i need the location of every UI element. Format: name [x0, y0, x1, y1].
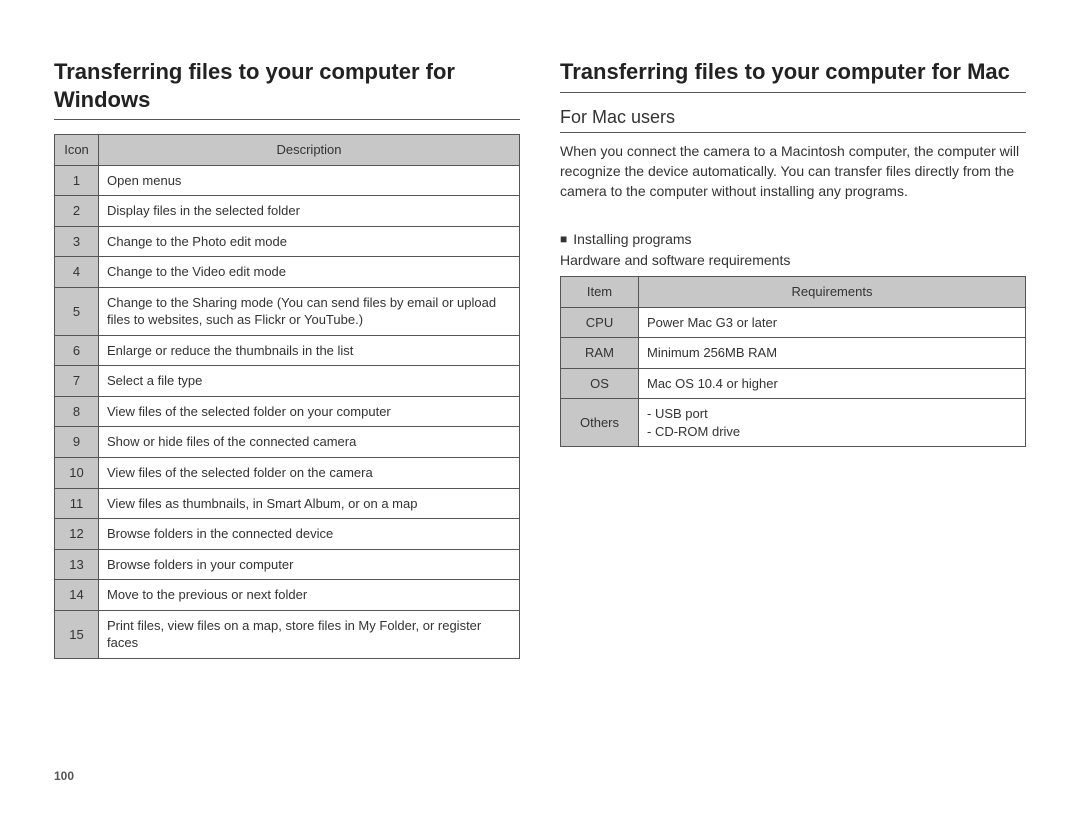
icon-cell: 10 [55, 458, 99, 489]
table-row: 2Display files in the selected folder [55, 196, 520, 227]
table-row: 7Select a file type [55, 366, 520, 397]
description-cell: Show or hide files of the connected came… [99, 427, 520, 458]
icon-cell: 7 [55, 366, 99, 397]
mac-paragraph: When you connect the camera to a Macinto… [560, 141, 1026, 202]
table-header-row: Item Requirements [561, 276, 1026, 307]
page-number: 100 [54, 769, 74, 783]
table-row: 12Browse folders in the connected device [55, 519, 520, 550]
bullet-sub: Hardware and software requirements [560, 252, 790, 268]
requirements-cell: Mac OS 10.4 or higher [639, 368, 1026, 399]
table-row: OSMac OS 10.4 or higher [561, 368, 1026, 399]
description-cell: Change to the Photo edit mode [99, 226, 520, 257]
icon-cell: 12 [55, 519, 99, 550]
left-heading: Transferring files to your computer for … [54, 58, 520, 120]
mac-requirements-table: Item Requirements CPUPower Mac G3 or lat… [560, 276, 1026, 447]
description-cell: Print files, view files on a map, store … [99, 610, 520, 658]
description-cell: Browse folders in your computer [99, 549, 520, 580]
description-cell: View files of the selected folder on you… [99, 396, 520, 427]
description-cell: Change to the Video edit mode [99, 257, 520, 288]
mac-bullet-block: ■ Installing programs Hardware and softwa… [560, 229, 1026, 270]
right-heading: Transferring files to your computer for … [560, 58, 1026, 93]
table-row: 10View files of the selected folder on t… [55, 458, 520, 489]
description-cell: Select a file type [99, 366, 520, 397]
description-cell: View files of the selected folder on the… [99, 458, 520, 489]
requirements-cell: Power Mac G3 or later [639, 307, 1026, 338]
icon-cell: 14 [55, 580, 99, 611]
item-cell: CPU [561, 307, 639, 338]
icon-cell: 3 [55, 226, 99, 257]
table-row: 15Print files, view files on a map, stor… [55, 610, 520, 658]
icon-cell: 1 [55, 165, 99, 196]
table-row: 6Enlarge or reduce the thumbnails in the… [55, 335, 520, 366]
right-column: Transferring files to your computer for … [560, 58, 1026, 659]
item-cell: OS [561, 368, 639, 399]
icon-cell: 9 [55, 427, 99, 458]
icon-cell: 15 [55, 610, 99, 658]
windows-icon-table: Icon Description 1Open menus2Display fil… [54, 134, 520, 659]
icon-cell: 8 [55, 396, 99, 427]
icon-cell: 13 [55, 549, 99, 580]
description-cell: Change to the Sharing mode (You can send… [99, 287, 520, 335]
table-row: 3Change to the Photo edit mode [55, 226, 520, 257]
table-row: 11View files as thumbnails, in Smart Alb… [55, 488, 520, 519]
col-header-item: Item [561, 276, 639, 307]
item-cell: RAM [561, 338, 639, 369]
item-cell: Others [561, 399, 639, 447]
table-row: 4Change to the Video edit mode [55, 257, 520, 288]
icon-cell: 4 [55, 257, 99, 288]
icon-cell: 11 [55, 488, 99, 519]
description-cell: Enlarge or reduce the thumbnails in the … [99, 335, 520, 366]
mac-subheading: For Mac users [560, 107, 1026, 133]
table-header-row: Icon Description [55, 135, 520, 166]
icon-cell: 2 [55, 196, 99, 227]
table-row: CPUPower Mac G3 or later [561, 307, 1026, 338]
table-row: 8View files of the selected folder on yo… [55, 396, 520, 427]
bullet-title: Installing programs [573, 231, 691, 247]
table-row: 1Open menus [55, 165, 520, 196]
col-header-requirements: Requirements [639, 276, 1026, 307]
description-cell: Move to the previous or next folder [99, 580, 520, 611]
square-bullet-icon: ■ [560, 231, 567, 248]
col-header-description: Description [99, 135, 520, 166]
description-cell: Display files in the selected folder [99, 196, 520, 227]
description-cell: Open menus [99, 165, 520, 196]
description-cell: View files as thumbnails, in Smart Album… [99, 488, 520, 519]
table-row: 5Change to the Sharing mode (You can sen… [55, 287, 520, 335]
left-column: Transferring files to your computer for … [54, 58, 520, 659]
icon-cell: 6 [55, 335, 99, 366]
table-row: RAMMinimum 256MB RAM [561, 338, 1026, 369]
table-row: 9Show or hide files of the connected cam… [55, 427, 520, 458]
page-content: Transferring files to your computer for … [0, 0, 1080, 699]
table-row: 13Browse folders in your computer [55, 549, 520, 580]
col-header-icon: Icon [55, 135, 99, 166]
icon-cell: 5 [55, 287, 99, 335]
table-row: Others- USB port - CD-ROM drive [561, 399, 1026, 447]
requirements-cell: Minimum 256MB RAM [639, 338, 1026, 369]
description-cell: Browse folders in the connected device [99, 519, 520, 550]
requirements-cell: - USB port - CD-ROM drive [639, 399, 1026, 447]
table-row: 14Move to the previous or next folder [55, 580, 520, 611]
